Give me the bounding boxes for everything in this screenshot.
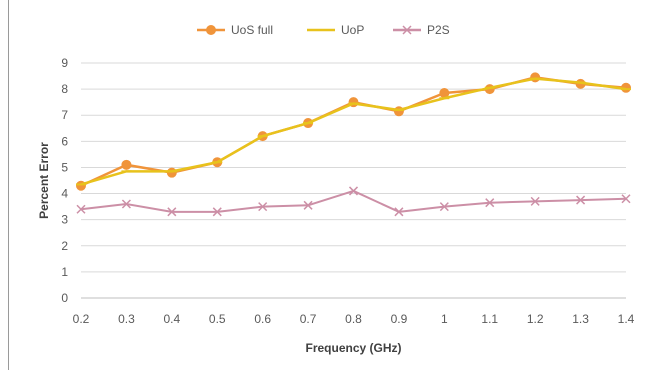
y-tick-label: 8 bbox=[61, 82, 68, 96]
marker-x bbox=[394, 207, 404, 217]
x-tick-label: 0.5 bbox=[209, 312, 226, 326]
marker-x bbox=[621, 194, 631, 204]
x-tick-label: 0.2 bbox=[73, 312, 90, 326]
series-line bbox=[80, 77, 627, 186]
y-tick-labels: 0 1 2 3 4 5 6 7 8 9 bbox=[61, 56, 68, 305]
series-line bbox=[80, 189, 627, 213]
marker-x bbox=[576, 195, 586, 205]
series-p2s bbox=[76, 186, 631, 217]
x-tick-label: 0.6 bbox=[254, 312, 271, 326]
series-lines bbox=[76, 72, 631, 217]
marker-x bbox=[303, 200, 313, 210]
y-tick-label: 2 bbox=[61, 239, 68, 253]
series-uop bbox=[76, 77, 631, 186]
x-axis-title: Frequency (GHz) bbox=[305, 341, 401, 355]
x-tick-label: 0.9 bbox=[391, 312, 408, 326]
y-tick-label: 3 bbox=[61, 213, 68, 227]
marker-x bbox=[258, 202, 268, 212]
marker-x bbox=[76, 204, 86, 214]
legend: UoS full UoP P2S bbox=[197, 23, 450, 37]
series-uos-full bbox=[76, 72, 631, 191]
y-tick-label: 1 bbox=[61, 265, 68, 279]
y-axis-title: Percent Error bbox=[37, 142, 51, 219]
x-tick-label: 1.1 bbox=[481, 312, 498, 326]
legend-label: UoP bbox=[341, 23, 364, 37]
legend-item: P2S bbox=[393, 23, 450, 37]
marker-x bbox=[348, 186, 359, 196]
x-tick-label: 1.3 bbox=[572, 312, 589, 326]
marker-circle bbox=[439, 88, 450, 99]
marker-x bbox=[485, 198, 495, 208]
left-border-line bbox=[8, 0, 9, 370]
gridlines bbox=[81, 62, 626, 273]
marker-circle bbox=[206, 25, 216, 35]
marker-x bbox=[212, 207, 222, 217]
x-tick-label: 0.8 bbox=[345, 312, 362, 326]
x-tick-label: 0.4 bbox=[163, 312, 180, 326]
legend-item: UoP bbox=[307, 23, 364, 37]
legend-item: UoS full bbox=[197, 23, 273, 37]
x-tick-label: 1.4 bbox=[618, 312, 635, 326]
legend-label: P2S bbox=[427, 23, 450, 37]
legend-label: UoS full bbox=[231, 23, 273, 37]
x-tick-label: 0.7 bbox=[300, 312, 317, 326]
marker-x bbox=[402, 25, 412, 35]
marker-x bbox=[439, 202, 449, 212]
marker-x bbox=[121, 199, 131, 209]
series-line bbox=[80, 76, 627, 187]
marker-x bbox=[530, 196, 540, 206]
x-tick-label: 0.3 bbox=[118, 312, 135, 326]
y-tick-label: 9 bbox=[61, 56, 68, 70]
x-tick-label: 1 bbox=[441, 312, 448, 326]
y-tick-label: 4 bbox=[61, 187, 68, 201]
y-tick-label: 5 bbox=[61, 160, 68, 174]
marker-circle bbox=[121, 159, 132, 170]
y-tick-label: 6 bbox=[61, 134, 68, 148]
y-tick-label: 7 bbox=[61, 108, 68, 122]
marker-x bbox=[167, 207, 177, 217]
x-tick-label: 1.2 bbox=[527, 312, 544, 326]
x-tick-labels: 0.2 0.3 0.4 0.5 0.6 0.7 0.8 0.9 1 1.1 1.2 1.3 1.4 bbox=[73, 312, 635, 326]
y-tick-label: 0 bbox=[61, 291, 68, 305]
